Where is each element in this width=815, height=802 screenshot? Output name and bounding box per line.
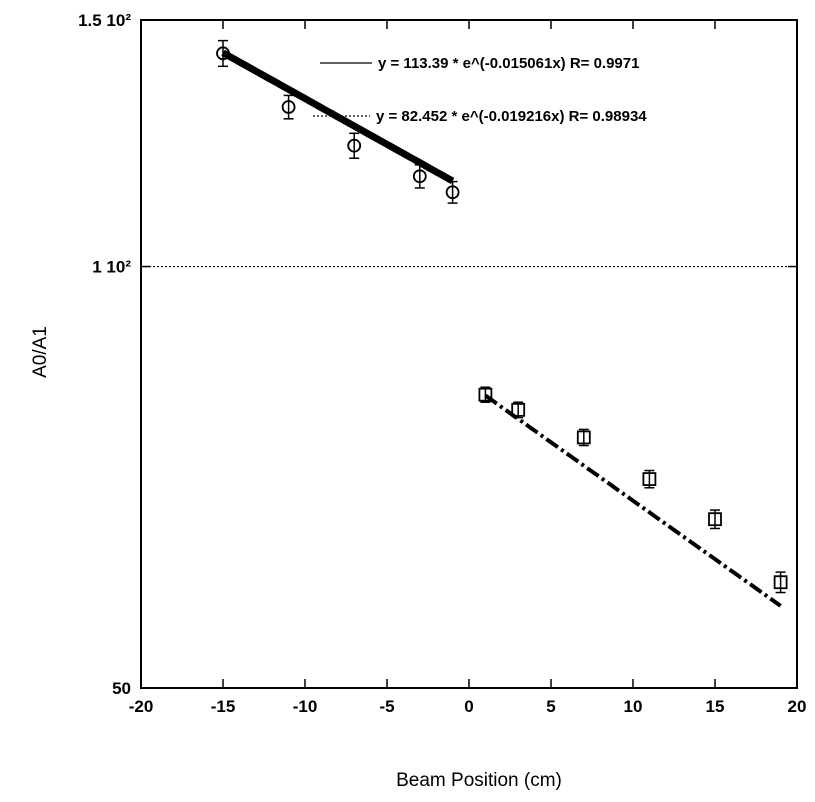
fit-line-2 [484, 393, 782, 608]
axes-layer: -20 -15 -10 -5 0 5 10 15 20 50 1 10² 1.5 10² [78, 11, 806, 716]
data-point-circle [445, 185, 460, 200]
x-tick-label: 10 [624, 697, 643, 716]
data-point-square [642, 472, 657, 486]
data-point-circle [347, 138, 362, 153]
legend-label-2: y = 82.452 * e^(-0.019216x) R= 0.98934 [376, 108, 647, 125]
y-tick-label: 1.5 10² [78, 11, 131, 30]
points-layer [216, 39, 788, 594]
x-tick-label: 5 [546, 697, 555, 716]
data-point-square [511, 402, 526, 417]
y-tick-label: 1 10² [92, 258, 131, 277]
legend-label-1: y = 113.39 * e^(-0.015061x) R= 0.9971 [378, 55, 639, 72]
data-point-square [773, 575, 788, 590]
x-axis-title: Beam Position (cm) [396, 770, 562, 791]
data-point-circle [281, 100, 296, 114]
x-tick-label: -10 [293, 697, 318, 716]
legend: y = 113.39 * e^(-0.015061x) R= 0.9971 y =… [313, 55, 647, 125]
data-point-circle [216, 46, 230, 61]
data-point-square [708, 512, 722, 527]
x-tick-label: -15 [211, 697, 236, 716]
data-point-square [478, 387, 493, 402]
data-point-circle [412, 169, 427, 184]
x-tick-label: -20 [129, 697, 154, 716]
fit-layer [221, 49, 782, 608]
x-tick-label: 20 [788, 697, 807, 716]
y-tick-label: 50 [112, 679, 131, 698]
fit-line-1 [221, 49, 455, 185]
y-axis-title: A0/A1 [30, 326, 51, 378]
x-tick-label: 0 [464, 697, 473, 716]
x-tick-label: 15 [706, 697, 725, 716]
data-point-square [576, 430, 591, 445]
x-tick-label: -5 [379, 697, 394, 716]
